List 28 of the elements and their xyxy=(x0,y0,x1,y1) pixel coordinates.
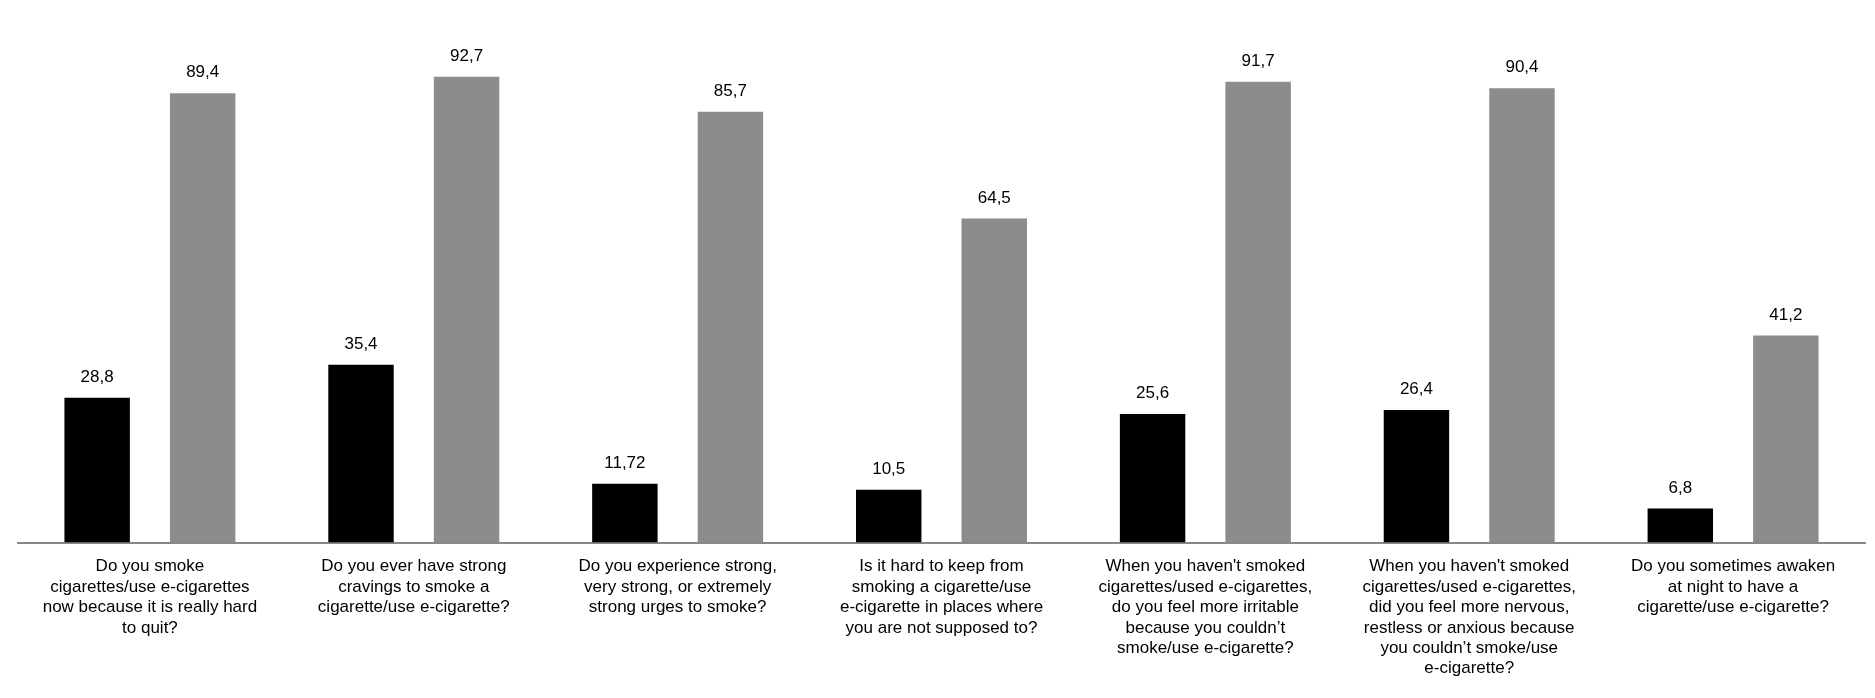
data-label: 11,72 xyxy=(604,452,646,472)
data-label: 6,8 xyxy=(1668,477,1693,497)
data-label: 89,4 xyxy=(186,62,220,82)
data-label: 41,2 xyxy=(1769,304,1803,324)
data-label: 28,8 xyxy=(80,367,114,387)
bar xyxy=(592,483,658,543)
data-label: 92,7 xyxy=(450,45,484,65)
data-label: 64,5 xyxy=(977,187,1011,207)
data-label: 25,6 xyxy=(1136,383,1170,403)
data-label: 10,5 xyxy=(872,459,906,479)
bar xyxy=(1383,409,1450,543)
x-tick-label: When you haven't smoked cigarettes/used e-cigarettes, do you feel more irritable because you couldn’t smoke/use e-cigarette? xyxy=(1098,556,1313,658)
data-label: 90,4 xyxy=(1505,57,1539,77)
x-tick-label: Is it hard to keep from smoking a cigarette/use e-cigarette in places where you are not supposed to? xyxy=(839,556,1044,637)
bar xyxy=(328,364,394,543)
data-label: 85,7 xyxy=(713,81,747,101)
x-tick-label: Do you smoke cigarettes/use e-cigarettes now because it is really hard to quit? xyxy=(42,556,258,637)
data-label: 91,7 xyxy=(1241,50,1275,70)
bar xyxy=(856,489,922,543)
bar xyxy=(64,397,130,543)
bar xyxy=(1647,508,1714,543)
x-tick-label: Do you sometimes awaken at night to have a cigarette/use e-cigarette? xyxy=(1631,556,1836,617)
bar xyxy=(1119,413,1186,543)
x-tick-label: When you haven't smoked cigarettes/used e-cigarettes, did you feel more nervous, restless or anxious because you couldn’t smoke/use e-cigarette? xyxy=(1362,556,1576,678)
x-tick-label: Do you ever have strong cravings to smoke a cigarette/use e-cigarette? xyxy=(317,556,510,617)
x-tick-label: Do you experience strong, very strong, or extremely strong urges to smoke? xyxy=(578,556,777,617)
data-label: 35,4 xyxy=(344,333,378,353)
data-label: 26,4 xyxy=(1399,379,1433,399)
